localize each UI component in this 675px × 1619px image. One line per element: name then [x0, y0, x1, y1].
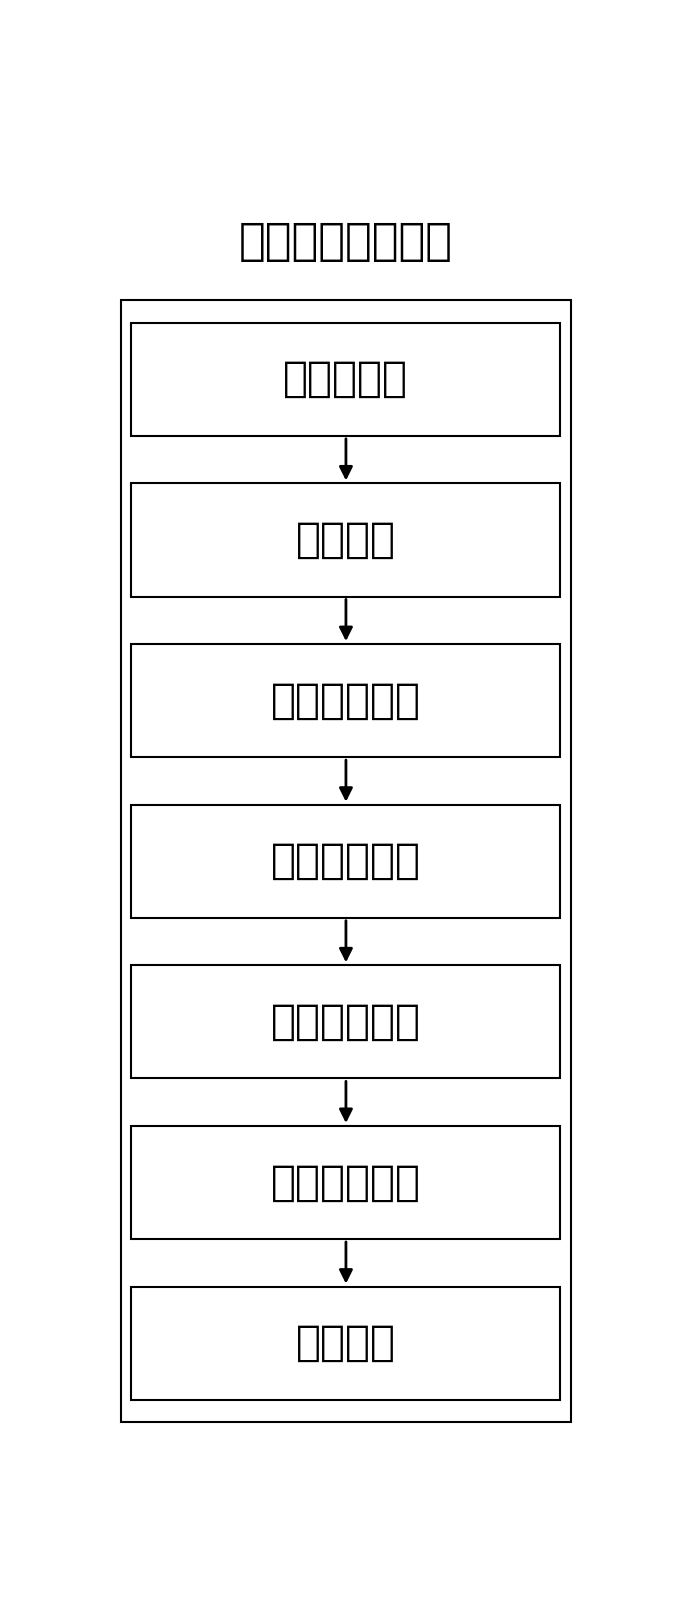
Text: 第二偏振单元: 第二偏振单元: [271, 840, 421, 882]
Text: 作物图像采集模块: 作物图像采集模块: [239, 220, 453, 264]
Bar: [132, 805, 560, 918]
Bar: [132, 484, 560, 596]
Bar: [132, 644, 560, 758]
Text: 第一偏振单元: 第一偏振单元: [271, 680, 421, 722]
Bar: [132, 965, 560, 1078]
Text: 摄像单元: 摄像单元: [296, 520, 396, 560]
Bar: [132, 322, 560, 436]
Text: 红外收发器: 红外收发器: [284, 358, 408, 400]
Bar: [132, 1125, 560, 1239]
Text: 时序控制单元: 时序控制单元: [271, 1161, 421, 1203]
Bar: [121, 300, 571, 1421]
Bar: [132, 1287, 560, 1400]
Text: 处理单元: 处理单元: [296, 1323, 396, 1365]
Text: 光路控制单元: 光路控制单元: [271, 1001, 421, 1043]
